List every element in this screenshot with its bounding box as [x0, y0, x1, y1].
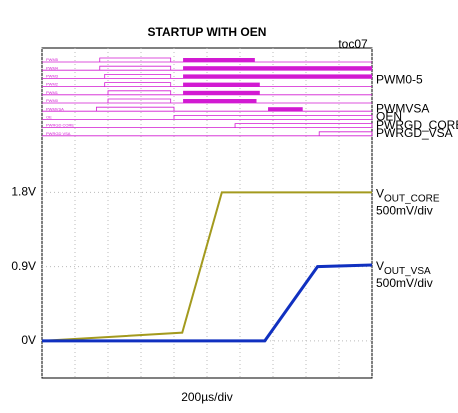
digital-high — [107, 98, 172, 103]
y-tick-label: 0V — [21, 333, 36, 347]
y-tick-label: 1.8V — [11, 185, 36, 199]
digital-channel-name: PWM4 — [46, 65, 59, 70]
trace-line — [42, 263, 373, 343]
digital-high — [234, 123, 373, 128]
trace-line — [41, 191, 372, 342]
trace-name-main: V — [376, 259, 384, 273]
digital-high — [99, 65, 172, 71]
digital-high — [173, 115, 373, 120]
x-axis-label: 200µs/div — [181, 390, 233, 404]
trace-name-sub: OUT_VSA — [384, 266, 431, 277]
channel-group-label: PWRGD_VSA — [376, 126, 453, 140]
trace-scale: 500mV/div — [376, 276, 433, 290]
trace-name: VOUT_VSA — [376, 259, 431, 276]
figure-id: toc07 — [338, 37, 368, 51]
digital-high — [107, 90, 172, 95]
digital-channel-name: PWRGD CORE — [46, 123, 74, 128]
channel-group-label: OEN — [376, 110, 402, 124]
digital-channel-name: PWRGD VSA — [46, 131, 71, 136]
trace-name-sub: OUT_CORE — [384, 193, 440, 204]
digital-switching — [183, 58, 255, 62]
digital-switching — [183, 99, 257, 103]
digital-channel-name: OE — [46, 114, 52, 119]
digital-channel-name: PWM1 — [46, 90, 59, 95]
digital-switching — [183, 82, 260, 87]
digital-high — [96, 106, 175, 112]
digital-high — [104, 82, 172, 87]
digital-channel-name: PWM3 — [46, 73, 59, 78]
digital-high — [104, 74, 172, 79]
digital-switching — [183, 66, 372, 71]
digital-channel-name: PWM2 — [46, 82, 59, 87]
digital-channel-name: PWM0 — [46, 98, 59, 103]
digital-high — [99, 57, 172, 62]
channel-group-label: PWRGD_CORE — [376, 118, 458, 132]
digital-switching — [183, 74, 372, 79]
digital-channel-name: PWM5 — [46, 57, 59, 62]
trace-scale: 500mV/div — [376, 204, 433, 218]
trace-name-main: V — [376, 187, 384, 201]
digital-high — [318, 131, 373, 136]
digital-switching — [183, 90, 260, 95]
chart-title: STARTUP WITH OEN — [148, 25, 267, 39]
trace-name: VOUT_CORE — [376, 187, 440, 204]
y-tick-label: 0.9V — [11, 259, 36, 273]
channel-group-label: PWMVSA — [376, 101, 429, 115]
digital-switching — [268, 107, 303, 112]
digital-channel-name: PWMVSA — [46, 106, 64, 111]
channel-group-label: PWM0-5 — [376, 73, 423, 87]
